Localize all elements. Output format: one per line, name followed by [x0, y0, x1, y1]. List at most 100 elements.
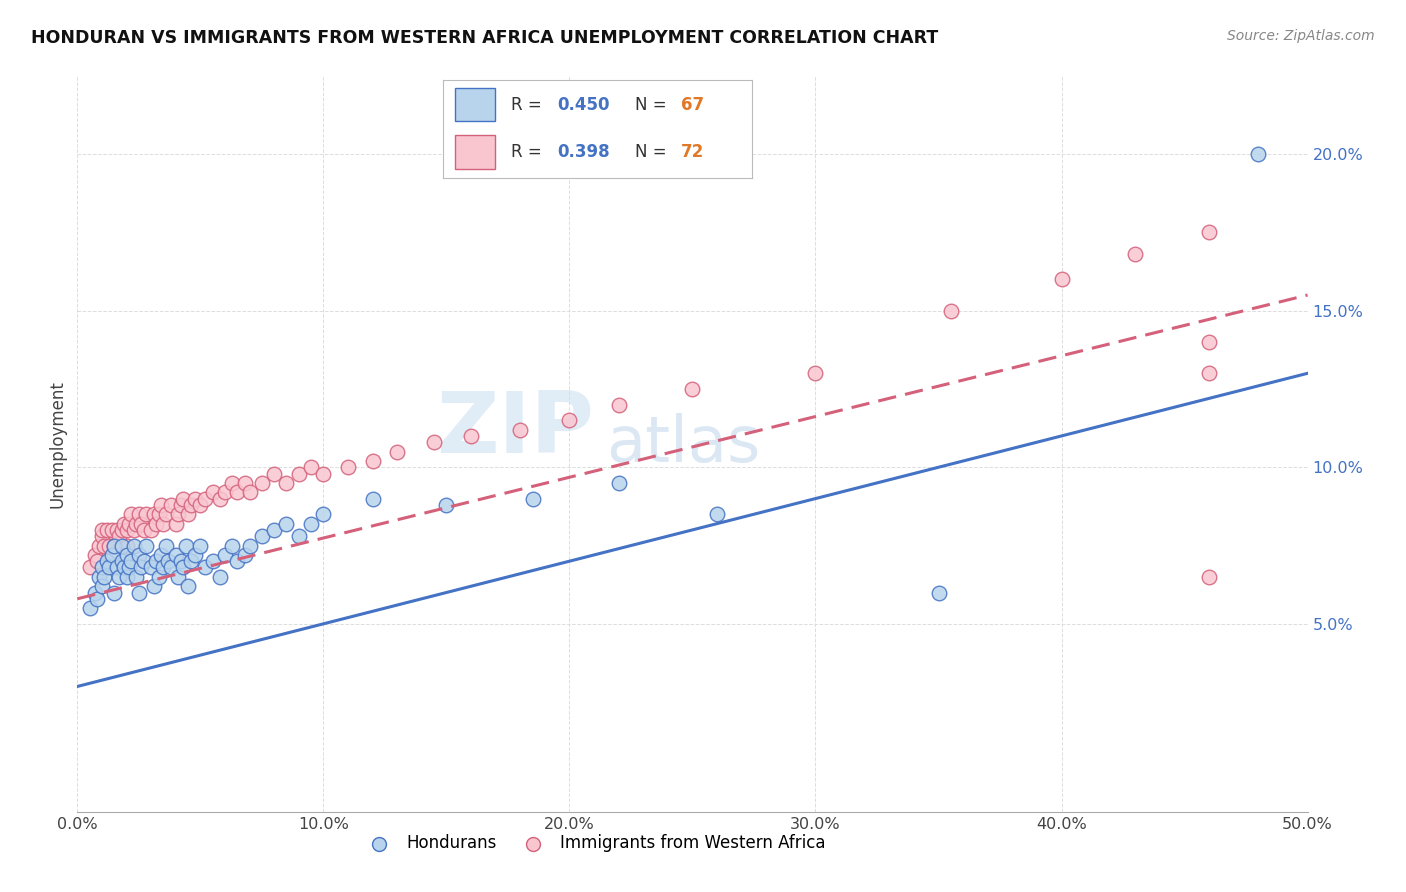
- Text: atlas: atlas: [606, 413, 761, 475]
- Legend: Hondurans, Immigrants from Western Africa: Hondurans, Immigrants from Western Afric…: [356, 827, 832, 859]
- Point: [157, 554, 180, 568]
- Point: [83, 585, 105, 599]
- Point: [194, 560, 217, 574]
- Point: [160, 560, 183, 574]
- Point: [423, 435, 446, 450]
- Text: Source: ZipAtlas.com: Source: ZipAtlas.com: [1227, 29, 1375, 43]
- Point: [128, 507, 150, 521]
- Point: [141, 560, 163, 574]
- Text: N =: N =: [634, 95, 672, 114]
- Point: [150, 548, 173, 562]
- Point: [288, 467, 311, 481]
- Point: [98, 539, 121, 553]
- Point: [221, 539, 243, 553]
- Point: [939, 303, 962, 318]
- Point: [128, 548, 150, 562]
- Point: [180, 498, 202, 512]
- Point: [145, 554, 167, 568]
- Point: [1050, 272, 1073, 286]
- Point: [101, 523, 124, 537]
- Point: [155, 539, 177, 553]
- Point: [90, 560, 114, 574]
- Point: [90, 579, 114, 593]
- Point: [239, 485, 262, 500]
- Point: [184, 548, 207, 562]
- Point: [299, 460, 322, 475]
- Point: [177, 507, 200, 521]
- Point: [111, 539, 132, 553]
- Point: [233, 548, 256, 562]
- Point: [141, 523, 163, 537]
- Point: [101, 548, 124, 562]
- Point: [174, 539, 197, 553]
- Point: [79, 601, 101, 615]
- Point: [460, 429, 482, 443]
- Point: [170, 554, 193, 568]
- Point: [214, 485, 236, 500]
- Point: [98, 560, 121, 574]
- Point: [118, 516, 141, 531]
- Point: [184, 491, 207, 506]
- Point: [122, 523, 145, 537]
- Point: [312, 467, 335, 481]
- Point: [89, 539, 111, 553]
- Point: [607, 398, 630, 412]
- Point: [263, 467, 285, 481]
- Text: 0.398: 0.398: [557, 143, 610, 161]
- Point: [83, 548, 105, 562]
- Point: [172, 560, 194, 574]
- Point: [86, 554, 108, 568]
- Text: HONDURAN VS IMMIGRANTS FROM WESTERN AFRICA UNEMPLOYMENT CORRELATION CHART: HONDURAN VS IMMIGRANTS FROM WESTERN AFRI…: [31, 29, 938, 46]
- Point: [145, 516, 167, 531]
- Point: [1247, 147, 1270, 161]
- Point: [607, 475, 630, 490]
- Point: [148, 507, 170, 521]
- Point: [112, 560, 135, 574]
- Point: [135, 507, 157, 521]
- Text: R =: R =: [510, 143, 547, 161]
- Point: [239, 539, 262, 553]
- Point: [152, 560, 174, 574]
- Point: [125, 570, 148, 584]
- Point: [165, 516, 187, 531]
- Point: [93, 570, 115, 584]
- Point: [1125, 247, 1147, 261]
- Point: [226, 554, 249, 568]
- Point: [263, 523, 285, 537]
- Point: [142, 579, 165, 593]
- Point: [172, 491, 194, 506]
- Point: [276, 516, 298, 531]
- Point: [209, 570, 232, 584]
- Point: [250, 529, 273, 543]
- Point: [312, 507, 335, 521]
- Point: [1198, 367, 1220, 381]
- Point: [115, 570, 138, 584]
- Point: [522, 491, 544, 506]
- Point: [1198, 570, 1220, 584]
- Point: [103, 539, 125, 553]
- Point: [180, 554, 202, 568]
- Point: [90, 523, 114, 537]
- Point: [170, 498, 193, 512]
- Point: [86, 591, 108, 606]
- Point: [115, 523, 138, 537]
- Point: [148, 570, 170, 584]
- Point: [112, 516, 135, 531]
- Point: [108, 570, 131, 584]
- Point: [115, 548, 138, 562]
- Point: [167, 507, 190, 521]
- Y-axis label: Unemployment: Unemployment: [48, 380, 66, 508]
- Point: [111, 523, 132, 537]
- Text: 72: 72: [681, 143, 704, 161]
- Point: [299, 516, 322, 531]
- Point: [152, 516, 174, 531]
- Text: 0.450: 0.450: [557, 95, 610, 114]
- Point: [337, 460, 360, 475]
- Point: [177, 579, 200, 593]
- Point: [108, 529, 131, 543]
- Point: [155, 507, 177, 521]
- Point: [121, 507, 143, 521]
- Text: ZIP: ZIP: [436, 387, 595, 471]
- Point: [150, 498, 173, 512]
- Point: [105, 560, 128, 574]
